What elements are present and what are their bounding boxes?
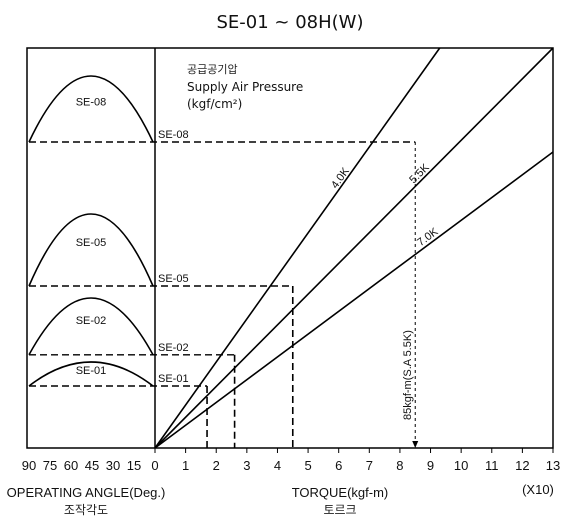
torque-axis-label: TORQUE(kgf-m) xyxy=(292,485,389,500)
torque-tick-label: 6 xyxy=(335,458,342,473)
annotation-arrow xyxy=(412,441,419,448)
angle-ticks: 90 75 60 45 30 15 xyxy=(22,458,141,473)
torque-tick-label: 4 xyxy=(274,458,281,473)
angle-axis-label: OPERATING ANGLE(Deg.) xyxy=(7,485,166,500)
chart-title: SE-01 ~ 08H(W) xyxy=(216,12,363,33)
pressure-line xyxy=(154,47,554,449)
torque-tick-label: 0 xyxy=(151,458,158,473)
pressure-unit: (kgf/cm²) xyxy=(187,97,242,111)
angle-tick-label: 60 xyxy=(64,458,78,473)
torque-tick-label: 13 xyxy=(546,458,560,473)
pressure-line-label: 4.0K xyxy=(329,165,352,191)
angle-tick-label: 45 xyxy=(85,458,99,473)
angle-tick-label: 90 xyxy=(22,458,36,473)
angle-tick-label: 30 xyxy=(106,458,120,473)
model-arcs: SE-08 SE-05 SE-02 SE-01 xyxy=(28,75,154,387)
model-arc-label: SE-02 xyxy=(76,315,107,327)
pressure-title-en: Supply Air Pressure xyxy=(187,80,303,94)
level-lines: SE-08 SE-05 SE-02 SE-01 xyxy=(29,129,416,387)
torque-ticks: 0 1 2 3 4 5 6 7 8 9 10 11 12 13 xyxy=(151,448,560,473)
torque-tick-label: 1 xyxy=(182,458,189,473)
model-arc-label: SE-08 xyxy=(76,97,107,109)
model-level-label: SE-05 xyxy=(158,273,189,285)
model-level-label: SE-01 xyxy=(158,373,189,385)
model-level-label: SE-02 xyxy=(158,342,189,354)
plot-border xyxy=(26,47,554,449)
torque-axis-label-ko: 토르크 xyxy=(323,503,356,517)
torque-tick-label: 9 xyxy=(427,458,434,473)
torque-tick-label: 10 xyxy=(454,458,468,473)
torque-tick-label: 3 xyxy=(243,458,250,473)
torque-multiplier: (X10) xyxy=(522,482,554,497)
plot-frame xyxy=(26,47,554,449)
annotation-label: 85kgf-m(S.A 5.5K) xyxy=(402,330,414,420)
model-arc xyxy=(28,75,154,143)
model-level-label: SE-08 xyxy=(158,129,189,141)
model-arc xyxy=(28,297,154,356)
torque-tick-label: 2 xyxy=(213,458,220,473)
drop-lines xyxy=(206,142,419,448)
model-arc xyxy=(28,361,154,387)
pressure-line xyxy=(154,47,441,449)
torque-tick-label: 8 xyxy=(396,458,403,473)
torque-tick-label: 5 xyxy=(304,458,311,473)
torque-tick-label: 12 xyxy=(515,458,529,473)
torque-tick-label: 11 xyxy=(485,458,499,473)
pressure-lines: 4.0K 5.5K7.0K xyxy=(154,47,554,449)
angle-tick-label: 15 xyxy=(127,458,141,473)
angle-axis-label-ko: 조작각도 xyxy=(64,503,108,517)
model-arc-label: SE-05 xyxy=(76,237,107,249)
model-arc xyxy=(28,213,154,287)
torque-tick-label: 7 xyxy=(366,458,373,473)
pressure-line xyxy=(154,151,554,449)
pressure-title-ko: 공급공기압 xyxy=(187,63,238,76)
model-arc-label: SE-01 xyxy=(76,365,107,377)
angle-tick-label: 75 xyxy=(43,458,57,473)
